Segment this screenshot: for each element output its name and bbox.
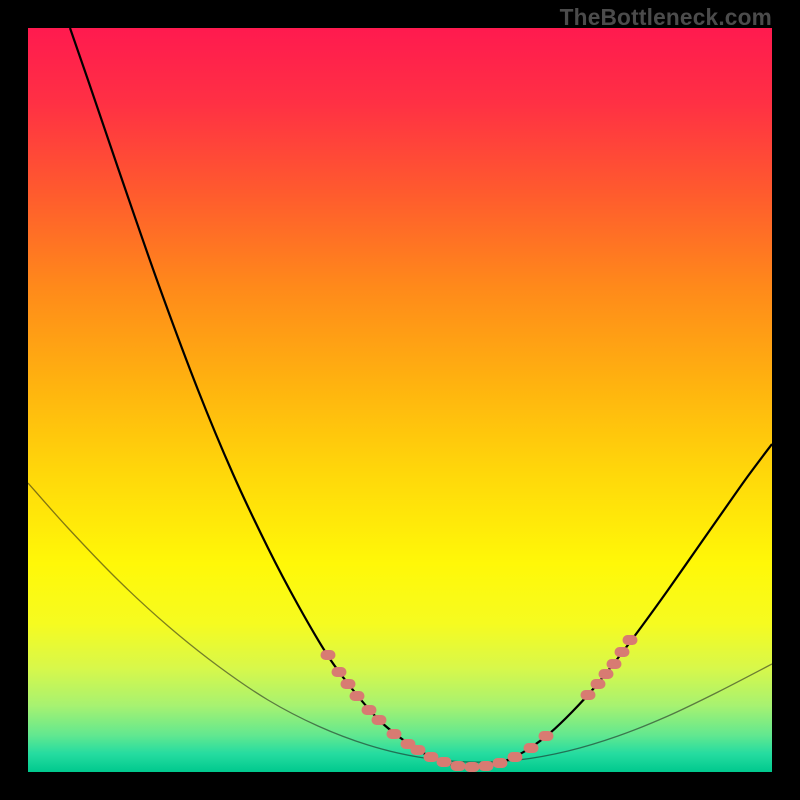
- data-point: [341, 679, 356, 689]
- watermark-text: TheBottleneck.com: [560, 4, 772, 31]
- data-point: [599, 669, 614, 679]
- data-point: [350, 691, 365, 701]
- data-point: [372, 715, 387, 725]
- data-point: [623, 635, 638, 645]
- data-point: [465, 762, 480, 772]
- data-point: [508, 752, 523, 762]
- data-point: [479, 761, 494, 771]
- data-point: [524, 743, 539, 753]
- data-point: [539, 731, 554, 741]
- data-point: [607, 659, 622, 669]
- data-point: [411, 745, 426, 755]
- chart-svg-layer: [0, 0, 800, 800]
- data-point: [591, 679, 606, 689]
- data-point: [493, 758, 508, 768]
- data-point: [437, 757, 452, 767]
- data-point: [332, 667, 347, 677]
- data-point: [581, 690, 596, 700]
- data-point: [451, 761, 466, 771]
- data-point: [615, 647, 630, 657]
- data-point: [321, 650, 336, 660]
- data-point: [424, 752, 439, 762]
- data-point: [387, 729, 402, 739]
- data-point: [362, 705, 377, 715]
- primary-curve: [70, 28, 772, 767]
- secondary-curve: [28, 483, 772, 762]
